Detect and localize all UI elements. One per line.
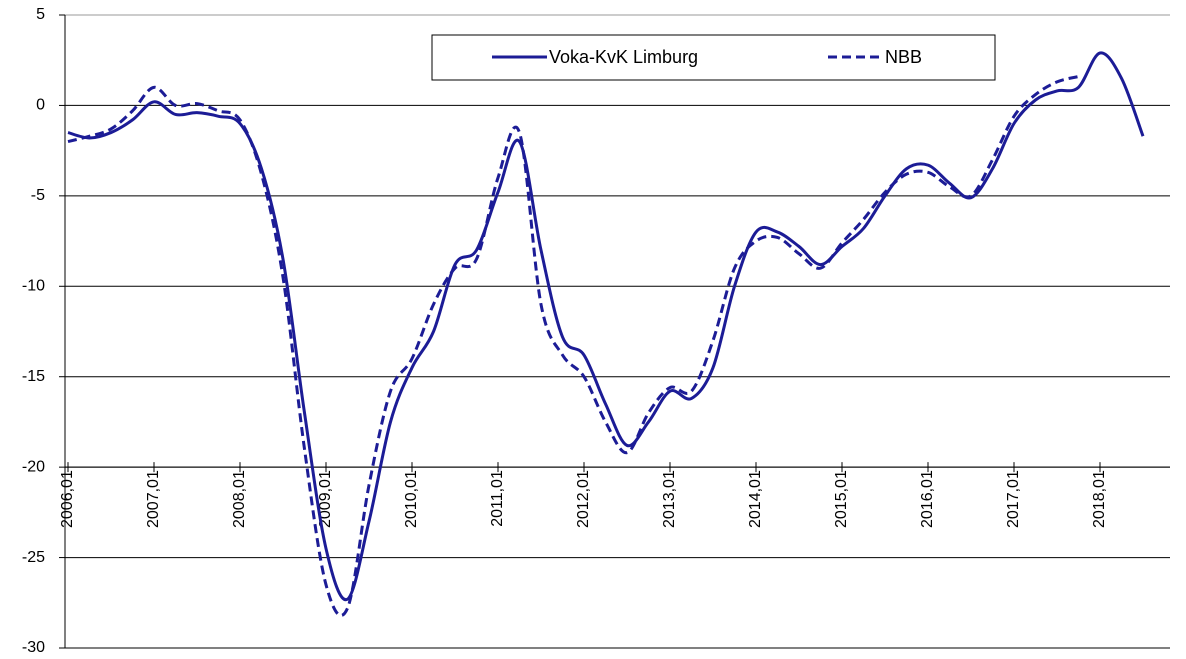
x-tick-label: 2015,01 [833,470,850,528]
x-tick-label: 2012,01 [575,470,592,528]
x-tick-label: 2007,01 [145,470,162,528]
y-tick-label: -30 [22,639,45,656]
x-tick-label: 2006,01 [59,470,76,528]
series-line [67,51,1145,602]
x-tick-label: 2017,01 [1005,470,1022,528]
x-tick-label: 2009,01 [317,470,334,528]
series-line [67,75,1079,617]
y-tick-label: 0 [36,97,45,114]
y-tick-label: -15 [22,368,45,385]
x-tick-label: 2011,01 [489,470,506,527]
x-tick-label: 2010,01 [403,470,420,528]
y-tick-label: -25 [22,549,45,566]
x-tick-label: 2013,01 [661,470,678,528]
x-tick-label: 2016,01 [919,470,936,528]
legend-label: NBB [885,47,922,67]
x-tick-label: 2008,01 [231,470,248,528]
y-tick-label: 5 [36,6,45,23]
y-tick-label: -5 [31,187,45,204]
y-tick-label: -10 [22,278,45,295]
x-tick-label: 2014,01 [747,470,764,528]
legend-label: Voka-KvK Limburg [549,47,698,67]
x-tick-label: 2018,01 [1091,470,1108,528]
y-tick-label: -20 [22,458,45,475]
